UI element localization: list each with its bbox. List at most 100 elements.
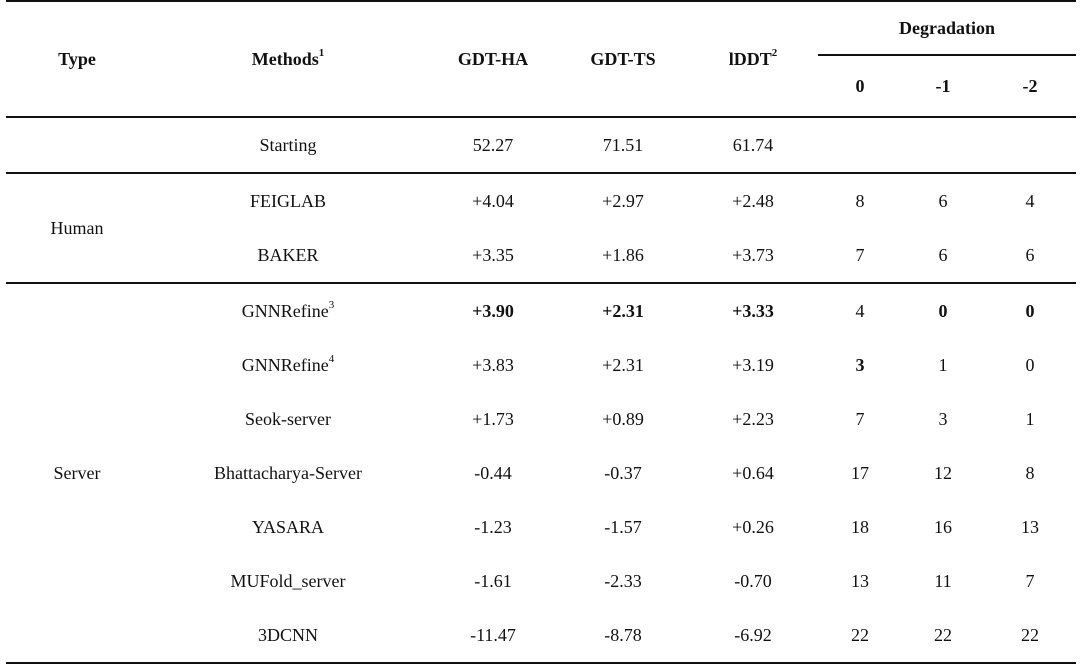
cell-gdt-ha: +3.35 (428, 228, 558, 284)
header-type: Type (6, 0, 148, 118)
header-lddt-sup: 2 (771, 46, 778, 59)
cell-gdt-ha: -0.44 (474, 462, 512, 483)
method-label: BAKER (257, 244, 319, 265)
cell-deg-1: 3 (938, 408, 948, 429)
header-gdt-ts: GDT-TS (558, 0, 688, 118)
cell-method: BAKER (148, 228, 428, 284)
method-label: FEIGLAB (250, 190, 326, 211)
cell-method: 3DCNN (148, 608, 428, 664)
cell-deg-2: 7 (1025, 570, 1035, 591)
table-row-starting: Starting 52.27 71.51 61.74 (6, 117, 1076, 174)
cell-deg-2: 0 (1025, 354, 1035, 375)
cell-deg-1: 1 (938, 354, 948, 375)
cell-gdt-ts: +0.89 (602, 408, 644, 429)
table-row: BAKER +3.35 +1.86 +3.73 7 6 6 (6, 228, 1076, 284)
cell-method: Bhattacharya-Server (148, 446, 428, 500)
cell-deg-2: 4 (1025, 190, 1035, 211)
cell-deg-1: 22 (902, 608, 984, 664)
method-sup: 4 (328, 352, 335, 365)
cell-gdt-ha: -1.23 (474, 516, 512, 537)
cell-gdt-ts: -0.37 (604, 462, 642, 483)
table-row: YASARA -1.23 -1.57 +0.26 18 16 13 (6, 500, 1076, 554)
cell-lddt: -0.70 (734, 570, 772, 591)
cell-deg-1: 6 (902, 228, 984, 284)
cell-deg-2: 1 (1025, 408, 1035, 429)
cell-method: YASARA (148, 500, 428, 554)
cell-gdt-ha: -11.47 (428, 608, 558, 664)
cell-deg-0: 4 (855, 300, 865, 321)
cell-method: GNNRefine4 (148, 338, 428, 392)
cell-lddt: +2.23 (732, 408, 774, 429)
cell-lddt: 61.74 (688, 117, 818, 174)
cell-deg-2: 13 (1021, 516, 1039, 537)
header-row-bottom: 0 -1 -2 (6, 55, 1076, 118)
cell-gdt-ha: -1.61 (474, 570, 512, 591)
header-deg-2: -2 (984, 55, 1076, 118)
header-lddt: lDDT2 (688, 0, 818, 118)
cell-deg-1: 12 (934, 462, 952, 483)
cell-method: GNNRefine3 (148, 283, 428, 338)
method-label: MUFold_server (230, 570, 346, 591)
cell-deg-0: 7 (855, 408, 865, 429)
method-label: 3DCNN (257, 624, 318, 645)
cell-gdt-ts: 71.51 (558, 117, 688, 174)
method-label: Seok-server (245, 408, 331, 429)
cell-deg-0: 18 (851, 516, 869, 537)
cell-gdt-ts: -1.57 (604, 516, 642, 537)
cell-gdt-ts: +2.31 (602, 300, 644, 321)
method-label: Bhattacharya-Server (214, 462, 362, 483)
cell-gdt-ha: 52.27 (428, 117, 558, 174)
table-row: Seok-server +1.73 +0.89 +2.23 7 3 1 (6, 392, 1076, 446)
cell-type (6, 117, 148, 174)
cell-deg-0: 22 (818, 608, 902, 664)
cell-deg-0: 17 (851, 462, 869, 483)
cell-gdt-ha: +3.90 (472, 300, 514, 321)
cell-gdt-ha: +4.04 (472, 190, 514, 211)
cell-gdt-ha: +1.73 (472, 408, 514, 429)
cell-deg-0: 13 (851, 570, 869, 591)
cell-lddt: +3.73 (688, 228, 818, 284)
header-methods: Methods1 (148, 0, 428, 118)
method-sup: 3 (328, 298, 335, 311)
cell-lddt: +3.19 (732, 354, 774, 375)
cell-method: Starting (148, 117, 428, 174)
cell-lddt: +0.26 (732, 516, 774, 537)
header-degradation: Degradation (818, 0, 1076, 56)
cell-lddt: +3.33 (732, 300, 774, 321)
cell-deg-1: 16 (934, 516, 952, 537)
cell-type: Human (6, 173, 148, 284)
table-row: 3DCNN -11.47 -8.78 -6.92 22 22 22 (6, 608, 1076, 664)
cell-lddt: +2.48 (732, 190, 774, 211)
cell-gdt-ts: -2.33 (604, 570, 642, 591)
cell-deg-2: 22 (984, 608, 1076, 664)
cell-deg-1: 6 (938, 190, 948, 211)
header-methods-sup: 1 (318, 46, 325, 59)
cell-deg-1: 0 (938, 300, 948, 321)
header-deg-0: 0 (818, 55, 902, 118)
header-row-top: Type Methods1 GDT-HA GDT-TS lDDT2 Degrad… (6, 0, 1076, 118)
cell-gdt-ts: +1.86 (558, 228, 688, 284)
method-label: YASARA (251, 516, 325, 537)
cell-deg-0: 3 (855, 354, 865, 375)
cell-method: MUFold_server (148, 554, 428, 608)
cell-lddt: +0.64 (732, 462, 774, 483)
cell-gdt-ha: +3.83 (472, 354, 514, 375)
table-row: Bhattacharya-Server -0.44 -0.37 +0.64 17 12 8 (6, 446, 1076, 500)
cell-type: Server (6, 283, 148, 664)
method-label: GNNRefine (241, 300, 329, 321)
table-row: Human FEIGLAB +4.04 +2.97 +2.48 8 6 4 (6, 173, 1076, 284)
cell-method: FEIGLAB (148, 173, 428, 228)
table-row: Server GNNRefine3 +3.90 +2.31 +3.33 4 0 0 (6, 283, 1076, 664)
cell-deg-2: 0 (1025, 300, 1035, 321)
header-gdt-ha: GDT-HA (428, 0, 558, 118)
table-row: MUFold_server -1.61 -2.33 -0.70 13 11 7 (6, 554, 1076, 608)
cell-deg-2: 6 (984, 228, 1076, 284)
results-table: Type Methods1 GDT-HA GDT-TS lDDT2 Degrad… (6, 0, 1076, 664)
cell-method: Seok-server (148, 392, 428, 446)
cell-gdt-ts: -8.78 (558, 608, 688, 664)
table-row: GNNRefine4 +3.83 +2.31 +3.19 3 1 0 (6, 338, 1076, 392)
cell-deg-2 (984, 117, 1076, 174)
cell-deg-1 (902, 117, 984, 174)
cell-deg-0: 8 (855, 190, 865, 211)
